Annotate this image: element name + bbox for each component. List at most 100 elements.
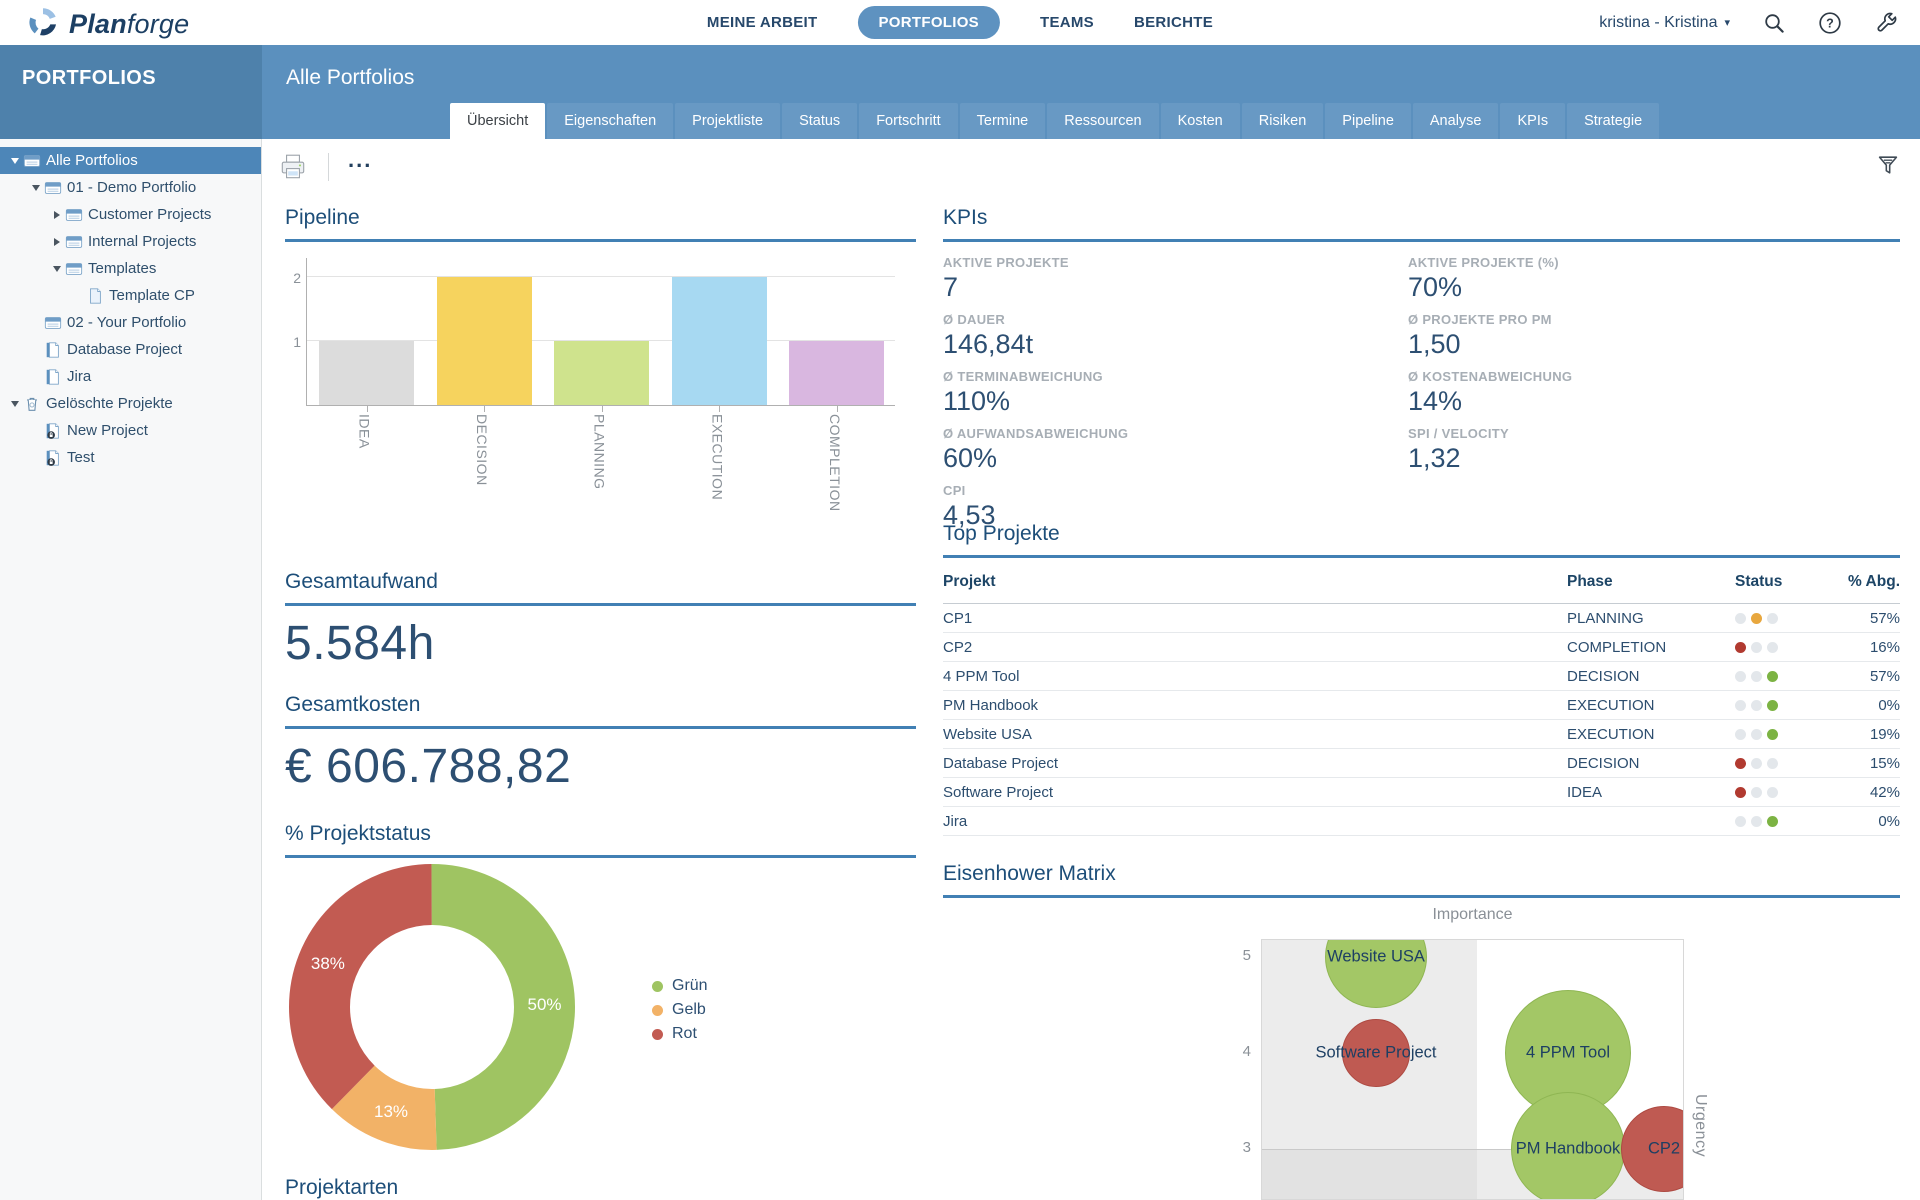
- bubble-software-project[interactable]: [1342, 1019, 1410, 1087]
- pipeline-category-label: COMPLETION: [826, 414, 843, 512]
- project-locked-icon: [44, 449, 62, 467]
- tab-kosten[interactable]: Kosten: [1160, 103, 1240, 139]
- table-row-pm-handbook[interactable]: PM Handbook EXECUTION 0%: [943, 690, 1900, 720]
- donut-slice-label: 38%: [310, 954, 345, 974]
- user-menu[interactable]: kristina - Kristina ▾: [1599, 14, 1730, 32]
- projektstatus-donut-chart: 50% 13% 38%: [289, 864, 575, 1150]
- cell-projekt: CP1: [943, 603, 1567, 633]
- pipeline-gridline: [307, 276, 895, 277]
- kpi-label: CPI: [943, 483, 966, 498]
- caret-down-icon[interactable]: [8, 400, 21, 407]
- sidebar-header: PORTFOLIOS: [0, 45, 262, 139]
- kpis-section: KPIs AKTIVE PROJEKTE 7 AKTIVE PROJEKTE (%)…: [943, 206, 1900, 540]
- cell-phase: EXECUTION: [1567, 719, 1735, 749]
- projektstatus-title: % Projektstatus: [285, 822, 431, 845]
- status-dot-green: [1767, 728, 1778, 740]
- caret-right-icon[interactable]: [50, 210, 63, 219]
- tab-risiken[interactable]: Risiken: [1241, 103, 1324, 139]
- table-row-database-project[interactable]: Database Project DECISION 15%: [943, 748, 1900, 778]
- table-row-cp2[interactable]: CP2 COMPLETION 16%: [943, 632, 1900, 662]
- primary-nav: MEINE ARBEIT PORTFOLIOS TEAMS BERICHTE: [707, 0, 1213, 45]
- cell-status: [1735, 719, 1830, 749]
- caret-down-icon[interactable]: [50, 265, 63, 272]
- tab-ubersicht[interactable]: Übersicht: [450, 103, 546, 139]
- eisenhower-plot: Website USA Software Project 4 PPM Tool PM …: [1261, 939, 1684, 1200]
- help-icon[interactable]: ?: [1818, 11, 1842, 35]
- legend-item-rot: Rot: [652, 1022, 708, 1046]
- nav-item-portfolios[interactable]: PORTFOLIOS: [857, 6, 1000, 39]
- caret-down-icon[interactable]: [8, 157, 21, 164]
- nav-item-teams[interactable]: TEAMS: [1039, 14, 1094, 31]
- tab-termine[interactable]: Termine: [959, 103, 1046, 139]
- section-underline: [285, 239, 916, 242]
- nav-item-berichte[interactable]: BERICHTE: [1133, 14, 1214, 31]
- tree-item-geloschte-projekte[interactable]: Gelöschte Projekte: [0, 390, 261, 417]
- tree-item-template-cp[interactable]: Template CP: [0, 282, 261, 309]
- tab-kpis[interactable]: KPIs: [1500, 103, 1566, 139]
- table-row-jira[interactable]: Jira 0%: [943, 806, 1900, 836]
- tree-item-01-demo-portfolio[interactable]: 01 - Demo Portfolio: [0, 174, 261, 201]
- table-row-4-ppm-tool[interactable]: 4 PPM Tool DECISION 57%: [943, 661, 1900, 691]
- tab-strategie[interactable]: Strategie: [1567, 103, 1660, 139]
- tree-item-label: Templates: [88, 260, 157, 277]
- bubble-cp2[interactable]: [1621, 1106, 1683, 1192]
- status-dot-green: [1767, 699, 1778, 711]
- tree-item-new-project[interactable]: New Project: [0, 417, 261, 444]
- status-dot-red: [1735, 699, 1746, 711]
- tab-pipeline[interactable]: Pipeline: [1325, 103, 1411, 139]
- bubble-label: PM Handbook: [1515, 1139, 1621, 1158]
- tree-item-templates[interactable]: Templates: [0, 255, 261, 282]
- status-traffic-light: [1735, 757, 1830, 769]
- cell-status: [1735, 748, 1830, 778]
- top-projekte-table: Projekt Phase Status % Abg. CP1 PLANNING 5…: [943, 562, 1900, 836]
- filter-button[interactable]: [1876, 153, 1900, 177]
- cell-phase: PLANNING: [1567, 603, 1735, 633]
- table-row-website-usa[interactable]: Website USA EXECUTION 19%: [943, 719, 1900, 749]
- tab-ressourcen[interactable]: Ressourcen: [1047, 103, 1159, 139]
- kpi-label: AKTIVE PROJEKTE (%): [1408, 255, 1559, 270]
- pipeline-gridline: [307, 340, 895, 341]
- portfolio-icon: [65, 260, 83, 278]
- kpi-aktive-projekte: AKTIVE PROJEKTE 7: [943, 255, 1408, 303]
- planforge-logo[interactable]: Planforge: [26, 5, 189, 44]
- more-actions-button[interactable]: ...: [348, 147, 373, 172]
- search-icon[interactable]: [1762, 11, 1786, 35]
- tree-item-alle-portfolios[interactable]: Alle Portfolios: [0, 147, 261, 174]
- kpi-projekte-pro-pm: Ø PROJEKTE PRO PM 1,50: [1408, 312, 1900, 360]
- tab-eigenschaften[interactable]: Eigenschaften: [547, 103, 674, 139]
- tab-projektliste[interactable]: Projektliste: [675, 103, 781, 139]
- planforge-logo-icon: [26, 5, 60, 44]
- tab-status[interactable]: Status: [782, 103, 858, 139]
- projektarten-title: Projektarten: [285, 1176, 399, 1199]
- cell-phase: DECISION: [1567, 748, 1735, 778]
- tree-item-02-your-portfolio[interactable]: 02 - Your Portfolio: [0, 309, 261, 336]
- table-row-cp1[interactable]: CP1 PLANNING 57%: [943, 603, 1900, 633]
- status-dot-red: [1735, 728, 1746, 740]
- admin-wrench-icon[interactable]: [1874, 11, 1898, 35]
- print-button[interactable]: [278, 152, 308, 182]
- urgency-tick-label: 3: [1242, 1139, 1251, 1156]
- pipeline-bar-decision: [436, 277, 532, 405]
- legend-label: Gelb: [672, 1001, 706, 1018]
- tree-item-customer-projects[interactable]: Customer Projects: [0, 201, 261, 228]
- tab-analyse[interactable]: Analyse: [1412, 103, 1499, 139]
- bubble-pm-handbook[interactable]: [1511, 1092, 1625, 1199]
- nav-item-meine-arbeit[interactable]: MEINE ARBEIT: [706, 14, 818, 31]
- tree-item-internal-projects[interactable]: Internal Projects: [0, 228, 261, 255]
- tab-fortschritt[interactable]: Fortschritt: [859, 103, 958, 139]
- tree-item-test[interactable]: Test: [0, 444, 261, 471]
- tree-item-jira[interactable]: Jira: [0, 363, 261, 390]
- projektstatus-legend: Grün Gelb Rot: [652, 974, 708, 1046]
- caret-down-icon[interactable]: [29, 184, 42, 191]
- gesamtaufwand-section: Gesamtaufwand 5.584h: [285, 570, 916, 671]
- cell-abweichung: 16%: [1830, 632, 1900, 662]
- urgency-tick-label: 5: [1242, 947, 1251, 964]
- tree-item-label: Template CP: [109, 287, 195, 304]
- status-traffic-light: [1735, 641, 1830, 653]
- urgency-tick-label: 4: [1242, 1043, 1251, 1060]
- table-row-software-project[interactable]: Software Project IDEA 42%: [943, 777, 1900, 807]
- kpi-aufwandsabweichung: Ø AUFWANDSABWEICHUNG 60%: [943, 426, 1408, 474]
- caret-right-icon[interactable]: [50, 237, 63, 246]
- tree-item-database-project[interactable]: Database Project: [0, 336, 261, 363]
- eisenhower-title: Eisenhower Matrix: [943, 862, 1116, 885]
